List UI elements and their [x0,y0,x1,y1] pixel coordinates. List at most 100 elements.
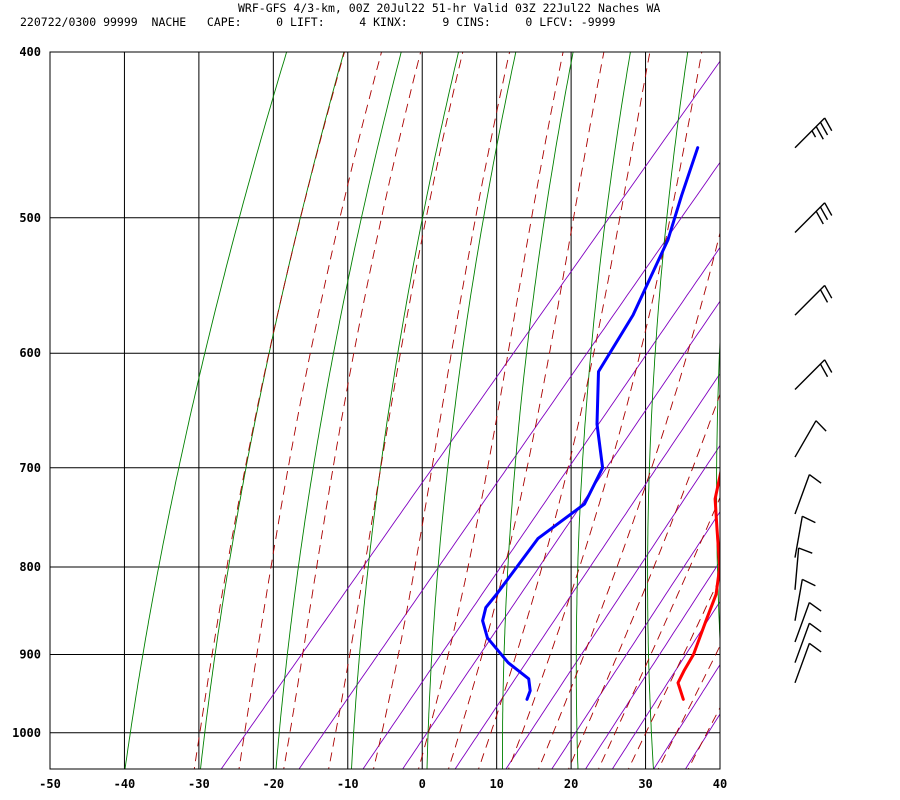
moist-adiabat [418,52,564,769]
barb-feather [808,642,822,653]
moist-adiabat [568,392,720,769]
barb-staff [794,547,800,590]
chart-title: WRF-GFS 4/3-km, 00Z 20Jul22 51-hr Valid … [238,1,661,15]
plot-frame [49,51,721,770]
mixing-ratio-line [653,663,720,769]
barb-staff [794,602,811,643]
moist-adiabat [283,52,422,769]
barb-feather [801,515,816,524]
moist-adiabats [193,52,720,769]
barb-feather [815,126,824,140]
x-tick-label: 30 [638,777,652,791]
mixing-ratio-line [362,246,720,769]
barb-feather [819,289,829,303]
moist-adiabat [448,52,605,769]
mixing-ratio-line [220,60,720,769]
pressure-tick-labels: 400 500 600 700 800 900 1000 [12,45,41,740]
barb-staff [794,420,817,458]
x-tick-label: -20 [262,777,284,791]
dry-adiabat [351,52,459,769]
sounding-indices: 220722/0300 99999 NACHE CAPE: 0 LIFT: 4 … [20,15,616,29]
mixing-ratio-line [684,713,720,769]
wind-barb [794,284,833,316]
dewpoint-profile [481,146,700,701]
y-tick-label: 900 [19,647,41,661]
x-tick-label: -50 [39,777,61,791]
barb-feather [815,420,827,432]
wind-barbs [794,117,833,684]
barb-staff [794,284,826,316]
dry-adiabat [647,52,689,769]
barb-feather [815,210,824,225]
wind-barb [794,117,833,149]
barb-feather [801,578,816,587]
moist-adiabat [687,706,720,769]
x-tick-label: -10 [337,777,359,791]
mixing-ratio-line [611,600,720,769]
temperature-profile [676,468,720,701]
barb-feather [808,601,822,612]
x-tick-label: 10 [489,777,503,791]
dry-adiabat [124,52,288,769]
mixing-ratio-line [454,372,720,769]
barb-feather [824,285,833,299]
barb-feather [819,121,829,136]
profiles [481,146,720,701]
wind-barb [794,420,827,458]
barb-feather [819,206,829,221]
y-tick-label: 400 [19,45,41,59]
dry-adiabat [426,52,517,769]
barb-staff [794,622,811,663]
y-tick-label: 800 [19,560,41,574]
wind-barb [794,474,822,515]
dry-adiabat [716,331,720,650]
wind-barb [794,547,813,590]
moist-adiabat [627,576,720,769]
wind-barb [794,515,816,558]
barb-staff [794,202,826,233]
moist-adiabat [328,52,464,769]
moist-adiabat [478,52,651,769]
wind-barb [794,578,816,621]
wind-barb [794,622,822,663]
y-tick-label: 700 [19,461,41,475]
barb-staff [794,579,803,621]
moist-adiabat [657,644,720,769]
x-tick-label: 0 [419,777,426,791]
wind-barb [794,202,833,233]
temperature-tick-labels: -50 -40 -30 -20 -10 0 10 20 30 40 [39,777,727,791]
dry-adiabat [575,52,631,769]
dry-adiabat [200,52,345,769]
wind-barb [794,601,822,643]
moist-adiabat [193,52,345,769]
x-tick-label: 40 [713,777,727,791]
x-tick-label: -40 [114,777,136,791]
wind-barb [794,359,833,390]
dry-adiabat [848,33,881,776]
dry-adiabat [502,52,574,769]
mixing-ratio-line [585,560,720,769]
barb-feather [824,359,833,373]
barb-feather [798,547,813,554]
barb-staff [794,359,826,390]
mixing-ratio-line [505,444,720,769]
barb-half-feather [811,130,817,138]
moist-adiabat [238,52,382,769]
barb-staff [794,643,811,684]
x-tick-label: -30 [188,777,210,791]
barb-feather [824,202,833,216]
isobar-isotherm-grid [49,51,721,769]
barb-feather [808,474,822,484]
y-tick-label: 600 [19,346,41,360]
mixing-ratio-line [551,510,720,769]
barb-feather [808,622,822,633]
moist-adiabat [373,52,511,769]
barb-feather [824,117,833,132]
moist-adiabat [597,496,720,769]
moist-adiabat [538,231,720,769]
y-tick-label: 1000 [12,726,41,740]
wind-barb [794,642,822,684]
x-tick-label: 20 [564,777,578,791]
barb-staff [794,516,803,558]
